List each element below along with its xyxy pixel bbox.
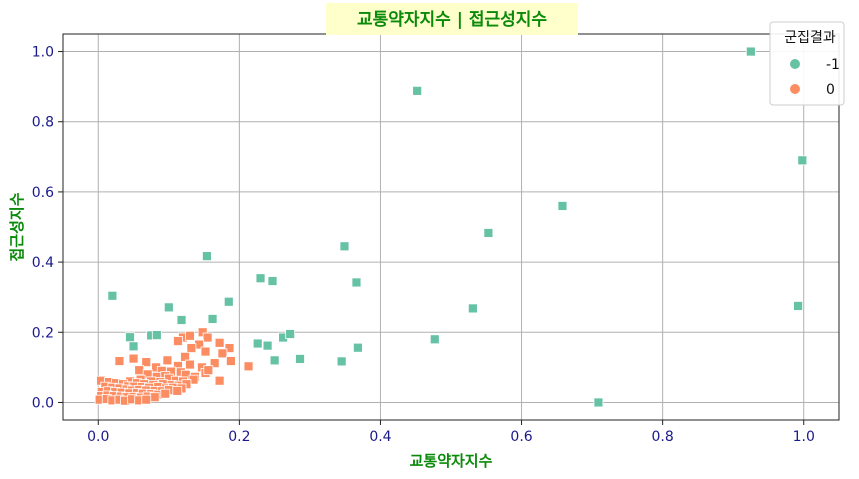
- point-cluster-zero: [185, 330, 195, 341]
- point-cluster-zero: [214, 337, 225, 348]
- point-cluster-minus-one: [467, 303, 478, 314]
- point-cluster-minus-one: [128, 341, 139, 352]
- point-cluster-zero: [162, 355, 173, 366]
- point-cluster-minus-one: [557, 201, 568, 211]
- point-cluster-minus-one: [793, 301, 803, 311]
- legend-box: [769, 21, 845, 106]
- point-cluster-zero: [172, 385, 183, 396]
- point-cluster-minus-one: [223, 296, 234, 307]
- point-cluster-minus-one: [262, 340, 273, 351]
- point-cluster-minus-one: [339, 241, 350, 252]
- y-tick-label: 0.4: [32, 255, 54, 271]
- y-tick-label: 1.0: [32, 45, 54, 61]
- legend-marker-minus-one: [790, 59, 800, 69]
- point-cluster-zero: [141, 394, 152, 405]
- point-cluster-zero: [160, 388, 171, 399]
- x-tick-label: 0.0: [87, 429, 109, 445]
- point-cluster-minus-one: [745, 46, 756, 57]
- plot-area: [62, 33, 840, 421]
- point-cluster-minus-one: [255, 273, 266, 284]
- legend-entry-zero: 0: [826, 82, 835, 98]
- title-background: [326, 3, 578, 35]
- point-cluster-minus-one: [352, 342, 363, 353]
- point-cluster-minus-one: [412, 85, 423, 96]
- point-cluster-minus-one: [207, 314, 218, 324]
- point-cluster-minus-one: [151, 330, 162, 340]
- point-cluster-minus-one: [429, 334, 440, 345]
- point-cluster-minus-one: [176, 315, 187, 325]
- point-cluster-zero: [149, 392, 160, 403]
- point-cluster-zero: [180, 351, 190, 362]
- y-tick-label: 0.8: [32, 115, 54, 131]
- point-cluster-zero: [141, 357, 152, 368]
- x-tick-label: 1.0: [793, 429, 815, 445]
- point-cluster-minus-one: [267, 276, 278, 286]
- point-cluster-zero: [197, 327, 208, 338]
- point-cluster-minus-one: [336, 356, 347, 367]
- point-cluster-minus-one: [269, 355, 280, 366]
- point-cluster-zero: [186, 343, 197, 353]
- point-cluster-minus-one: [125, 332, 135, 343]
- y-tick-label: 0.6: [32, 185, 54, 201]
- y-axis-label: 접근성지수: [8, 192, 26, 261]
- x-tick-label: 0.8: [652, 429, 674, 445]
- axis-ticks: 0.0 0.2 0.4 0.6 0.8 1.0 0.0 0.2 0.4 0.6 0.8 1.0: [32, 45, 815, 445]
- point-cluster-zero: [114, 356, 125, 366]
- chart-title: 교통약자지수 | 접근성지수: [357, 9, 547, 30]
- point-cluster-zero: [217, 348, 228, 359]
- legend-entry-minus-one: -1: [826, 57, 840, 73]
- x-tick-label: 0.6: [510, 429, 532, 445]
- point-cluster-zero: [214, 375, 225, 386]
- point-cluster-minus-one: [163, 302, 174, 313]
- y-tick-label: 0.2: [32, 325, 54, 341]
- x-tick-label: 0.4: [369, 429, 391, 445]
- point-cluster-minus-one: [351, 277, 362, 288]
- x-tick-label: 0.2: [228, 429, 250, 445]
- point-cluster-zero: [224, 343, 235, 353]
- point-cluster-zero: [209, 358, 220, 369]
- point-cluster-zero: [185, 359, 195, 370]
- point-cluster-minus-one: [202, 251, 212, 262]
- point-cluster-zero: [134, 365, 145, 376]
- legend-title: 군집결과: [784, 30, 836, 46]
- grid-lines: [63, 34, 839, 420]
- point-cluster-zero: [225, 356, 236, 366]
- point-cluster-minus-one: [107, 290, 118, 301]
- point-cluster-minus-one: [252, 338, 263, 349]
- x-axis-label: 교통약자지수: [410, 452, 493, 470]
- point-cluster-zero: [203, 365, 214, 376]
- point-cluster-zero: [243, 361, 254, 372]
- point-cluster-minus-one: [483, 228, 494, 238]
- legend: 군집결과 -1 0: [769, 21, 845, 106]
- point-cluster-minus-one: [295, 354, 305, 364]
- point-cluster-zero: [128, 353, 139, 364]
- point-cluster-minus-one: [593, 397, 604, 408]
- legend-marker-zero: [790, 84, 800, 94]
- data-points: [94, 46, 808, 408]
- y-tick-label: 0.0: [32, 395, 54, 411]
- point-cluster-zero: [200, 346, 211, 357]
- point-cluster-zero: [173, 336, 183, 346]
- point-cluster-minus-one: [797, 155, 808, 166]
- point-cluster-minus-one: [285, 329, 296, 339]
- point-cluster-zero: [202, 332, 213, 343]
